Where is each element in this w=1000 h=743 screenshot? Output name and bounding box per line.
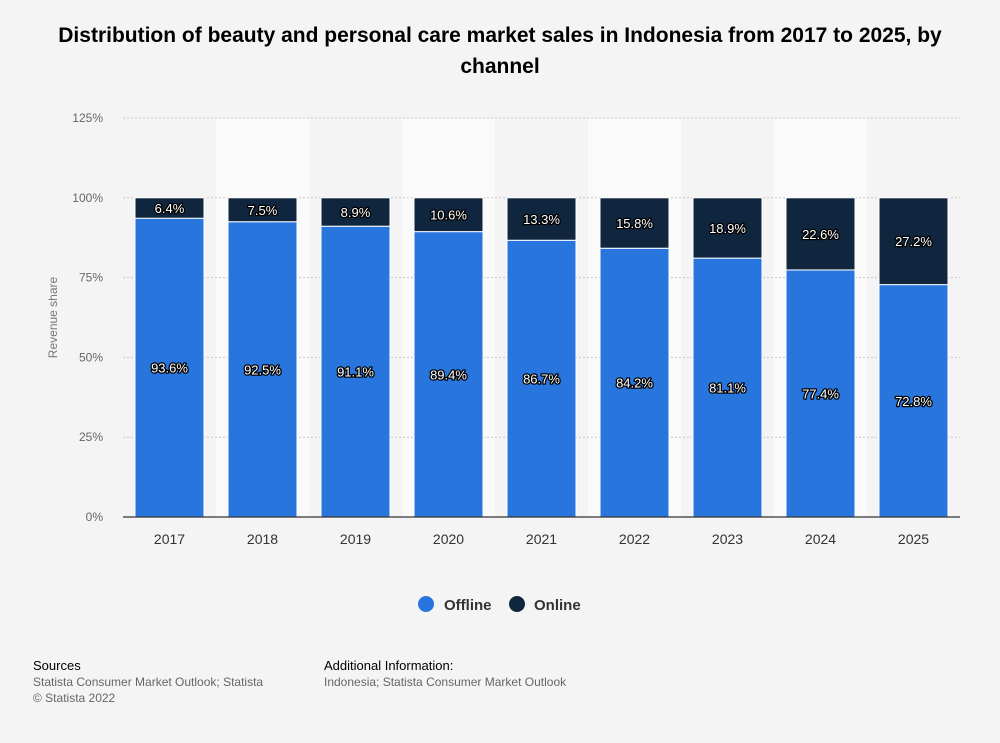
y-axis-ticks: 0% 25% 50% 75% 100% 125% xyxy=(72,111,103,524)
copyright-line: © Statista 2022 xyxy=(33,691,116,705)
chart-title: Distribution of beauty and personal care… xyxy=(58,24,942,78)
bar-online-2020 xyxy=(413,197,484,233)
bar-offline-2021 xyxy=(506,239,577,518)
y-tick-label: 125% xyxy=(72,111,103,125)
data-label-offline-2017: 93.6% xyxy=(151,361,188,376)
y-tick-label: 50% xyxy=(79,350,103,364)
data-label-offline-2024: 77.4% xyxy=(802,386,839,401)
legend-label-online: Online xyxy=(534,597,581,614)
x-tick-label: 2020 xyxy=(433,531,464,547)
bar-offline-2018 xyxy=(227,221,298,518)
data-label-online-2017: 6.4% xyxy=(155,201,185,216)
sources-heading: Sources xyxy=(33,658,81,673)
additional-info-line: Indonesia; Statista Consumer Market Outl… xyxy=(324,675,567,689)
data-label-offline-2019: 91.1% xyxy=(337,365,374,380)
y-tick-label: 75% xyxy=(79,271,103,285)
bar-online-2017 xyxy=(134,197,205,219)
bar-online-2023 xyxy=(692,197,763,259)
data-label-offline-2020: 89.4% xyxy=(430,367,467,382)
additional-info-heading: Additional Information: xyxy=(324,658,454,673)
bar-online-2018 xyxy=(227,197,298,223)
data-label-offline-2023: 81.1% xyxy=(709,381,746,396)
sources-line: Statista Consumer Market Outlook; Statis… xyxy=(33,675,264,689)
x-axis-categories: 2017 2018 2019 2020 2021 2022 2023 2024 2025 xyxy=(154,531,929,547)
data-label-offline-2022: 84.2% xyxy=(616,376,653,391)
data-label-online-2023: 18.9% xyxy=(709,221,746,236)
data-label-online-2021: 13.3% xyxy=(523,212,560,227)
legend: Offline Online xyxy=(418,596,581,614)
y-axis-title: Revenue share xyxy=(46,276,60,358)
x-tick-label: 2024 xyxy=(805,531,836,547)
bar-online-2019 xyxy=(320,197,391,227)
sources-block: Sources Statista Consumer Market Outlook… xyxy=(33,658,263,706)
data-label-online-2020: 10.6% xyxy=(430,208,467,223)
bar-online-2021 xyxy=(506,197,577,241)
x-tick-label: 2017 xyxy=(154,531,185,547)
bar-offline-2019 xyxy=(320,225,391,518)
data-label-offline-2021: 86.7% xyxy=(523,372,560,387)
x-tick-label: 2021 xyxy=(526,531,557,547)
bar-offline-2017 xyxy=(134,217,205,518)
data-label-online-2022: 15.8% xyxy=(616,216,653,231)
bars: 93.6% 6.4% 92.5% 7.5% 91.1% 8.9% 89.4% 10.6% 86.… xyxy=(134,197,949,518)
bar-offline-2022 xyxy=(599,247,670,518)
bar-online-2022 xyxy=(599,197,670,249)
legend-marker-online xyxy=(509,596,525,612)
bar-online-2024 xyxy=(785,197,856,271)
bar-offline-2020 xyxy=(413,231,484,518)
additional-info-block: Additional Information: Indonesia; Stati… xyxy=(324,658,566,690)
data-label-online-2019: 8.9% xyxy=(341,205,371,220)
bar-offline-2024 xyxy=(785,269,856,518)
x-tick-label: 2025 xyxy=(898,531,929,547)
y-tick-label: 25% xyxy=(79,430,103,444)
legend-label-offline: Offline xyxy=(444,597,492,614)
y-tick-label: 100% xyxy=(72,191,103,205)
data-label-offline-2025: 72.8% xyxy=(895,394,932,409)
x-tick-label: 2023 xyxy=(712,531,743,547)
x-tick-label: 2018 xyxy=(247,531,278,547)
data-label-offline-2018: 92.5% xyxy=(244,362,281,377)
data-label-online-2025: 27.2% xyxy=(895,234,932,249)
bar-online-2025 xyxy=(878,197,949,286)
x-tick-label: 2019 xyxy=(340,531,371,547)
x-tick-label: 2022 xyxy=(619,531,650,547)
y-tick-label: 0% xyxy=(86,510,104,524)
legend-marker-offline xyxy=(418,596,434,612)
data-label-online-2024: 22.6% xyxy=(802,227,839,242)
data-label-online-2018: 7.5% xyxy=(248,203,278,218)
